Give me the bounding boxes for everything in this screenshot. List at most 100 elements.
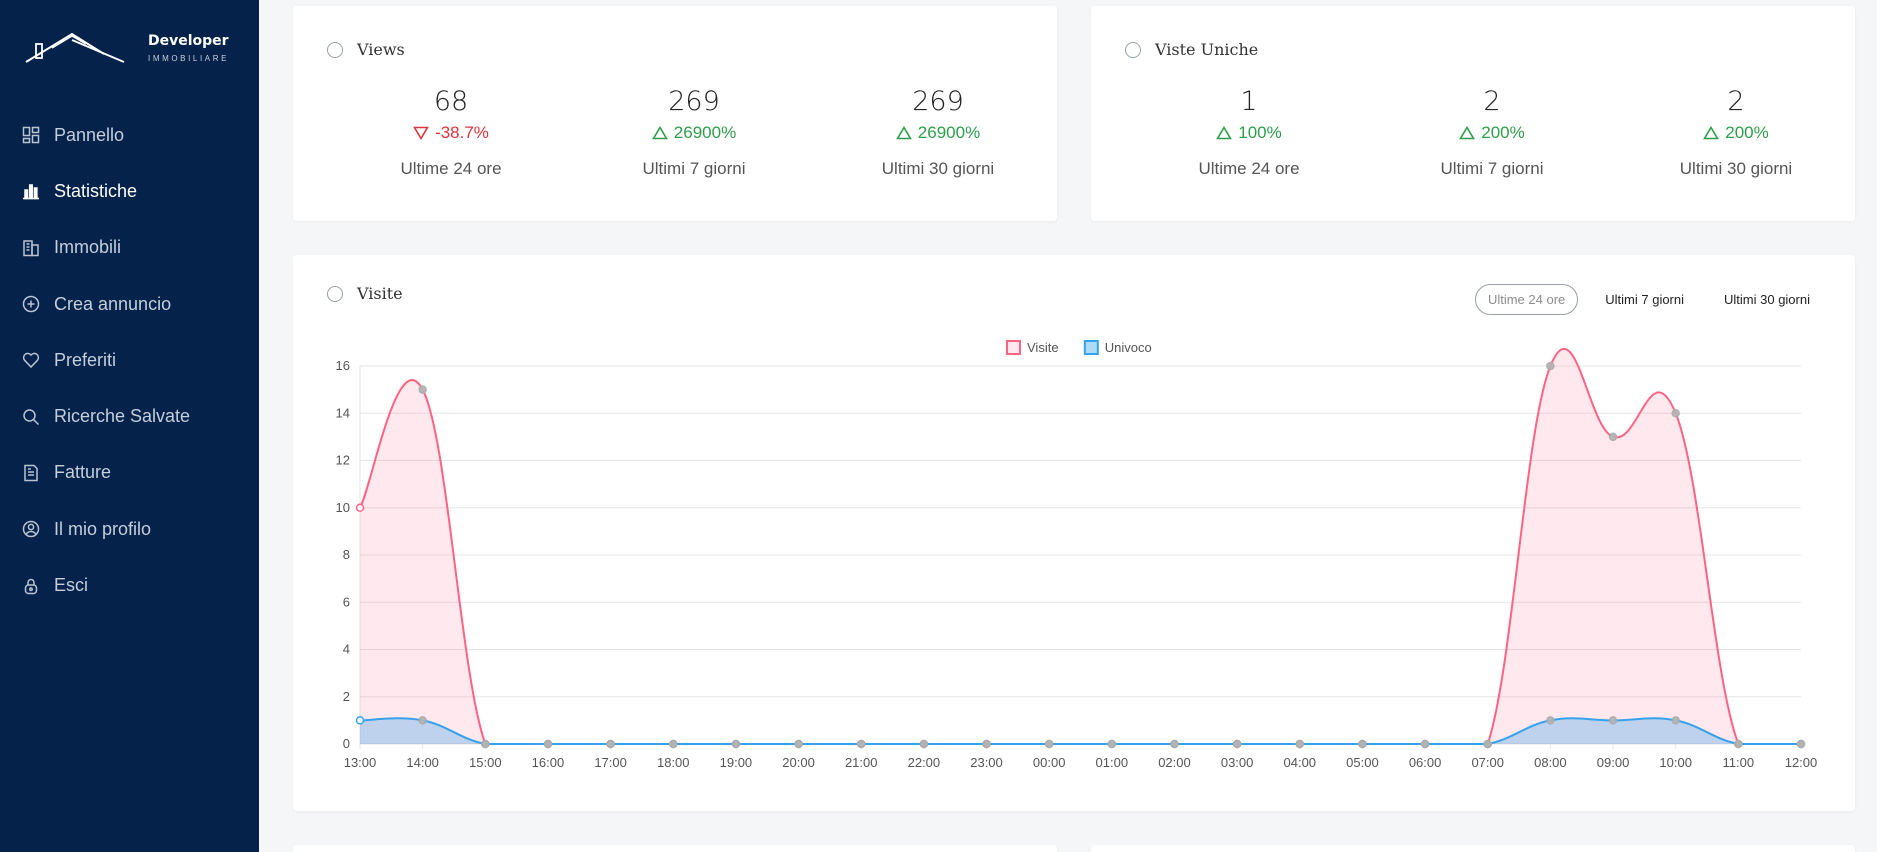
sidebar-item-label: Ricerche Salvate	[54, 406, 191, 427]
x-tick-label: 13:00	[344, 755, 377, 770]
x-tick-label: 10:00	[1659, 755, 1692, 770]
data-point	[1608, 432, 1618, 442]
sidebar-item-fatture[interactable]: Fatture	[0, 445, 259, 501]
stat-delta-value: 200%	[1481, 123, 1525, 142]
unique-views-radio[interactable]	[1125, 41, 1141, 58]
x-axis-ticks: 13:00 14:00 15:00 16:00 17:00 18:00 19:00 20:00…	[344, 755, 1818, 770]
stat-delta-value: 200%	[1725, 123, 1769, 142]
sidebar-item-esci[interactable]: Esci	[0, 557, 259, 613]
house-logo-icon	[25, 32, 125, 63]
stat-delta-value: 100%	[1238, 123, 1282, 142]
data-point	[1796, 739, 1806, 749]
data-point	[982, 739, 991, 749]
x-tick-label: 22:00	[908, 755, 941, 770]
series-line-univoco	[359, 717, 1801, 745]
brand-logo[interactable]: Developer IMMOBILIARE	[24, 30, 234, 70]
unique-views-card-title: Viste Uniche	[1155, 40, 1259, 59]
sidebar-nav: Pannello Statistiche Immobili Crea annun…	[0, 107, 259, 614]
data-point	[543, 739, 553, 749]
brand-title: Developer	[148, 33, 229, 49]
x-tick-label: 01:00	[1096, 755, 1129, 770]
tab-ultimi-7-giorni[interactable]: Ultimi 7 giorni	[1605, 292, 1685, 307]
y-axis-ticks: 0 2 4 6 8 10 12 14 16	[336, 358, 350, 751]
x-tick-label: 07:00	[1471, 755, 1504, 770]
views-stat-30d: 269 26900% Ultimi 30 giorni	[818, 86, 1058, 179]
sidebar-item-crea-annuncio[interactable]: Crea annuncio	[0, 276, 259, 332]
x-tick-label: 18:00	[657, 755, 690, 770]
unique-stat-7d: 2 200% Ultimi 7 giorni	[1372, 86, 1612, 179]
data-point	[418, 716, 427, 725]
stat-value: 2	[1727, 86, 1745, 117]
data-point	[1420, 739, 1430, 749]
stat-value: 269	[668, 86, 720, 117]
x-tick-label: 00:00	[1033, 755, 1066, 770]
views-stat-24h: 68 -38.7% Ultime 24 ore	[331, 86, 571, 179]
x-tick-label: 17:00	[594, 755, 627, 770]
stat-label: Ultimi 30 giorni	[881, 159, 995, 178]
range-tabs: Ultime 24 ore Ultimi 7 giorni Ultimi 30 …	[1474, 284, 1823, 315]
data-point	[669, 739, 678, 749]
stat-value: 2	[1483, 86, 1501, 117]
sidebar-item-label: Esci	[54, 575, 89, 596]
data-point	[1170, 739, 1179, 749]
bar-chart-icon	[22, 182, 40, 200]
data-point	[1546, 361, 1555, 371]
data-point	[919, 739, 929, 749]
tab-ultimi-30-giorni[interactable]: Ultimi 30 giorni	[1724, 292, 1810, 307]
tab-ultime-24-ore[interactable]: Ultime 24 ore	[1474, 284, 1579, 315]
triangle-up-icon	[1216, 126, 1233, 140]
heart-icon	[22, 351, 40, 369]
lock-icon	[22, 577, 40, 595]
unique-views-card-header: Viste Uniche	[1125, 40, 1258, 59]
plus-circle-icon	[22, 295, 40, 313]
stat-value: 68	[433, 86, 469, 117]
x-tick-label: 08:00	[1534, 755, 1567, 770]
data-point	[355, 716, 365, 725]
x-tick-label: 03:00	[1221, 755, 1254, 770]
views-card-title: Views	[357, 40, 405, 59]
data-point	[1671, 409, 1680, 418]
x-tick-label: 12:00	[1785, 755, 1818, 770]
data-point	[1358, 739, 1367, 749]
stat-delta: 100%	[1129, 123, 1369, 143]
sidebar-item-il-mio-profilo[interactable]: Il mio profilo	[0, 501, 259, 557]
bottom-card-left	[293, 845, 1057, 852]
sidebar-item-label: Fatture	[54, 462, 112, 483]
bottom-card-right	[1091, 845, 1855, 852]
sidebar-item-label: Preferiti	[54, 349, 117, 370]
sidebar-item-pannello[interactable]: Pannello	[0, 107, 259, 163]
y-tick-label: 0	[343, 736, 350, 751]
unique-stat-24h: 1 100% Ultime 24 ore	[1129, 86, 1369, 179]
visits-card-header: Visite	[327, 284, 403, 303]
sidebar-item-immobili[interactable]: Immobili	[0, 220, 259, 276]
views-radio[interactable]	[327, 41, 343, 58]
y-tick-label: 16	[336, 358, 350, 373]
triangle-up-icon	[1703, 126, 1720, 140]
search-icon	[22, 408, 40, 426]
stat-value: 269	[912, 86, 964, 117]
stat-delta: 200%	[1616, 123, 1856, 143]
data-point	[1483, 739, 1492, 749]
x-tick-label: 05:00	[1346, 755, 1379, 770]
data-point	[1608, 716, 1618, 725]
sidebar-item-label: Crea annuncio	[54, 293, 172, 314]
data-point	[731, 739, 741, 749]
y-tick-label: 4	[343, 642, 350, 657]
y-tick-label: 6	[343, 594, 350, 609]
x-tick-label: 04:00	[1284, 755, 1317, 770]
y-tick-label: 8	[343, 547, 350, 562]
building-icon	[22, 239, 40, 257]
sidebar-item-statistiche[interactable]: Statistiche	[0, 163, 259, 219]
x-tick-label: 11:00	[1723, 755, 1755, 770]
legend-label: Visite	[1027, 340, 1059, 355]
data-point	[1671, 716, 1680, 725]
unique-views-card: Viste Uniche 1 100% Ultime 24 ore 2 200%…	[1091, 6, 1855, 221]
data-point	[1546, 716, 1555, 725]
chart-areas	[360, 348, 1801, 744]
sidebar-item-preferiti[interactable]: Preferiti	[0, 332, 259, 388]
x-tick-label: 09:00	[1597, 755, 1630, 770]
views-card-header: Views	[327, 40, 405, 59]
sidebar-item-ricerche-salvate[interactable]: Ricerche Salvate	[0, 388, 259, 444]
visits-radio[interactable]	[327, 285, 343, 302]
stat-label: Ultimi 7 giorni	[1440, 159, 1544, 178]
